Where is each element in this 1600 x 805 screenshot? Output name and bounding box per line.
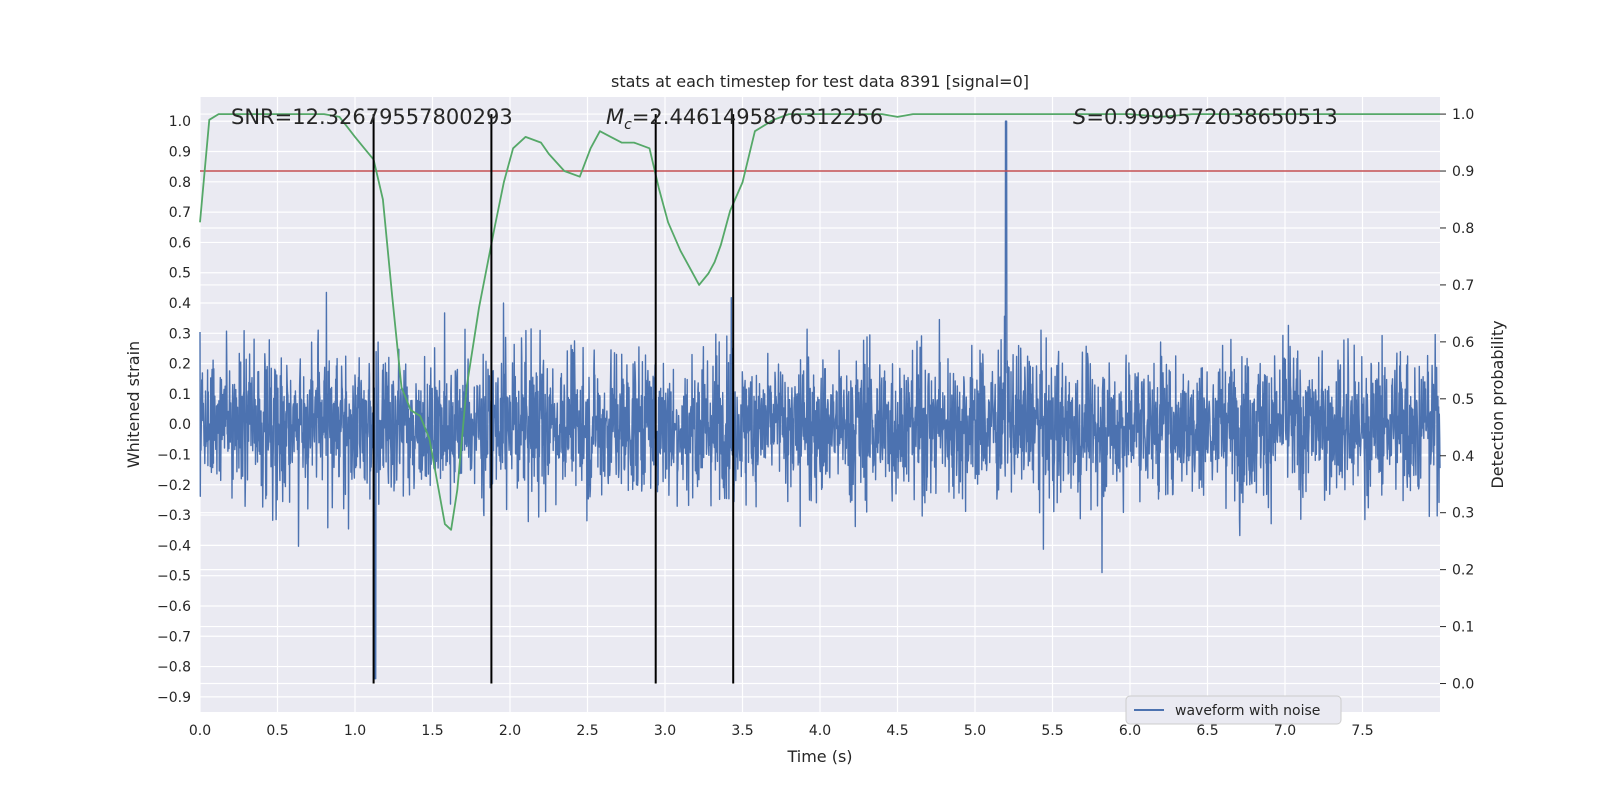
x-tick-label: 4.5 (886, 723, 908, 739)
y-tick-label: −0.4 (157, 538, 191, 554)
y2-tick-label: 0.0 (1452, 677, 1474, 693)
y-tick-label: 0.5 (169, 266, 191, 282)
detection-probability-line (199, 113, 1440, 531)
y-tick-label: 0.3 (169, 326, 191, 342)
y-tick-label: −0.5 (157, 569, 191, 585)
mc-subscript: c (624, 117, 632, 133)
x-axis-label: Time (s) (786, 747, 852, 766)
y-tick-label: 0.4 (169, 296, 191, 312)
legend-label-waveform: waveform with noise (1175, 703, 1320, 719)
x-tick-label: 2.5 (576, 723, 598, 739)
y2-tick-label: 0.3 (1452, 506, 1474, 522)
y2-tick-label: 0.2 (1452, 563, 1474, 579)
s-value: =0.9999572038650513 (1086, 105, 1337, 129)
mc-value: =2.4461495876312256 (632, 105, 883, 129)
y-tick-label: −0.9 (157, 690, 191, 706)
y-tick-label: −0.7 (157, 629, 191, 645)
y2-tick-label: 0.9 (1452, 164, 1474, 180)
y2-tick-label: 0.7 (1452, 278, 1474, 294)
x-tick-label: 6.5 (1196, 723, 1218, 739)
y2-tick-label: 0.8 (1452, 221, 1474, 237)
y-axis-label: Whitened strain (124, 341, 143, 468)
x-tick-label: 3.5 (731, 723, 753, 739)
chirp-mass-annotation: Mc=2.4461495876312256 (606, 105, 883, 133)
y-tick-label: 0.1 (169, 387, 191, 403)
waveform-series (199, 120, 1441, 680)
x-tick-label: 5.0 (964, 723, 986, 739)
x-tick-label: 0.5 (266, 723, 288, 739)
s-symbol: S (1073, 105, 1086, 129)
y-tick-label: 0.7 (169, 205, 191, 221)
y-tick-label: 1.0 (169, 114, 191, 130)
y-tick-label: 0.9 (169, 145, 191, 161)
x-tick-label: 7.5 (1351, 723, 1373, 739)
y-tick-label: −0.1 (157, 447, 191, 463)
legend-box (1125, 695, 1342, 725)
y-tick-label: −0.2 (157, 478, 191, 494)
y-tick-label: 0.2 (169, 357, 191, 373)
y-tick-label: 0.0 (169, 417, 191, 433)
x-tick-label: 2.0 (499, 723, 521, 739)
mc-symbol: M (606, 105, 624, 129)
waveform-line (199, 120, 1441, 680)
y-tick-label: 0.6 (169, 235, 191, 251)
chart-title: stats at each timestep for test data 839… (611, 72, 1029, 91)
x-axis-ticks: 0.0 0.5 1.0 1.5 2.0 2.5 3.0 3.5 4.0 4.5 5.0 5.5 6.0 6… (189, 723, 1374, 739)
score-annotation: S=0.9999572038650513 (1073, 105, 1338, 129)
y-tick-label: −0.3 (157, 508, 191, 524)
y2-axis-label: Detection probability (1488, 320, 1507, 488)
y2-tick-label: 0.6 (1452, 335, 1474, 351)
overlay-lines (199, 113, 1440, 684)
y-tick-label: −0.6 (157, 599, 191, 615)
x-tick-label: 5.5 (1041, 723, 1063, 739)
x-tick-label: 7.0 (1274, 723, 1296, 739)
snr-annotation: SNR=12.32679557800293 (231, 105, 513, 129)
x-tick-label: 1.0 (344, 723, 366, 739)
y-tick-label: −0.8 (157, 660, 191, 676)
x-tick-label: 3.0 (654, 723, 676, 739)
left-axis-ticks: 1.0 0.9 0.8 0.7 0.6 0.5 0.4 0.3 0.2 0.1 0.0 −0.1 −0.… (157, 114, 191, 706)
x-tick-label: 0.0 (189, 723, 211, 739)
y2-tick-label: 0.1 (1452, 620, 1474, 636)
x-tick-label: 1.5 (421, 723, 443, 739)
y2-tick-label: 0.4 (1452, 449, 1474, 465)
y-tick-label: 0.8 (169, 175, 191, 191)
right-axis-ticks: 1.0 0.9 0.8 0.7 0.6 0.5 0.4 0.3 0.2 0.1 0.0 (1440, 107, 1474, 693)
x-tick-label: 6.0 (1119, 723, 1141, 739)
y2-tick-label: 0.5 (1452, 392, 1474, 408)
x-tick-label: 4.0 (809, 723, 831, 739)
legend: waveform with noise (1125, 695, 1342, 725)
y2-tick-label: 1.0 (1452, 107, 1474, 123)
